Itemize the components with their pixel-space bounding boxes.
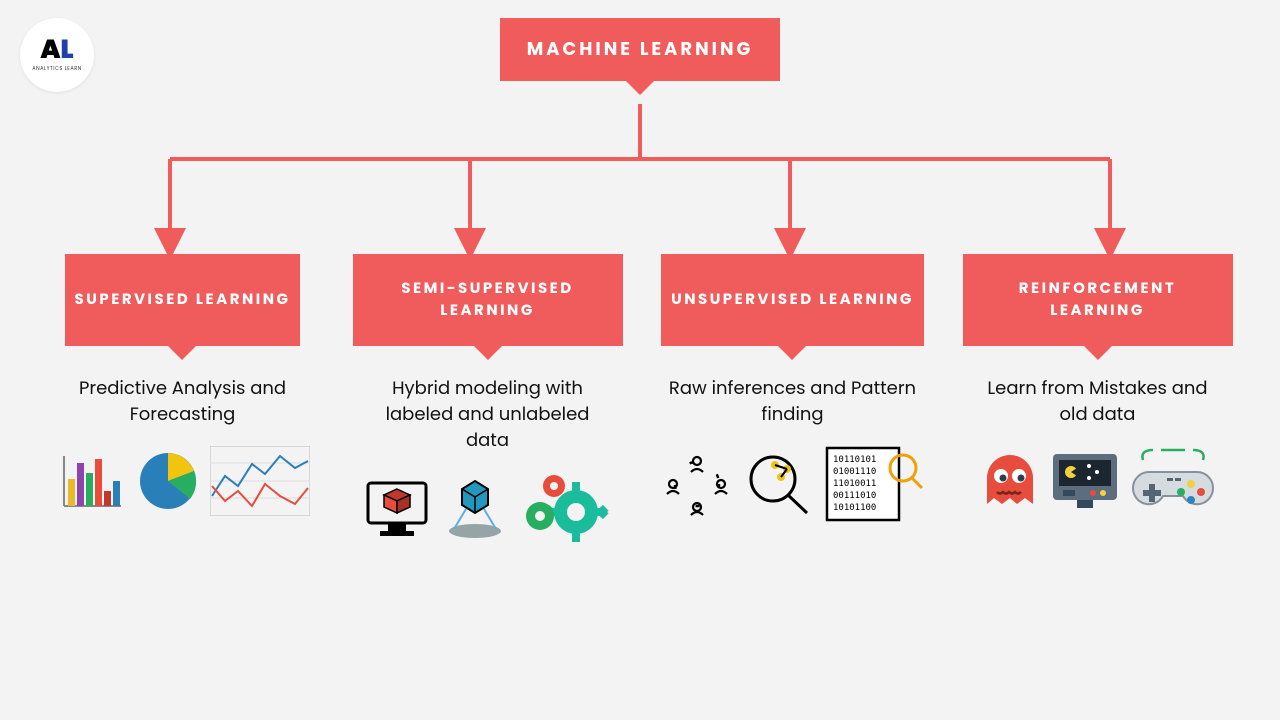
- child-col-supervised: SUPERVISED LEARNING Predictive Analysis …: [48, 254, 318, 544]
- child-box-semi: SEMI-SUPERVISED LEARNING: [353, 254, 623, 346]
- root-node: MACHINE LEARNING: [500, 18, 780, 81]
- child-box-supervised: SUPERVISED LEARNING: [65, 254, 301, 346]
- child-icons: [56, 446, 310, 516]
- gamepad-icon: [1131, 446, 1215, 516]
- svg-text:10101100: 10101100: [833, 503, 876, 513]
- svg-text:00111010: 00111010: [833, 491, 876, 501]
- gears-icon: [518, 472, 614, 544]
- tree-connector: [0, 104, 1280, 254]
- child-col-unsupervised: UNSUPERVISED LEARNING Raw inferences and…: [658, 254, 928, 544]
- child-desc: Hybrid modeling with labeled and unlabel…: [353, 376, 623, 454]
- hologram-icon: [442, 475, 508, 541]
- scatter-lens-icon: [743, 451, 815, 517]
- child-box-reinforcement: REINFORCEMENT LEARNING: [963, 254, 1233, 346]
- ghost-icon: [981, 450, 1039, 512]
- line-chart-icon: [210, 446, 310, 516]
- child-desc: Learn from Mistakes and old data: [963, 376, 1233, 428]
- child-col-reinforcement: REINFORCEMENT LEARNING Learn from Mistak…: [963, 254, 1233, 544]
- child-icons: 10110101 01001110 11010011 00111010 1010…: [661, 446, 925, 522]
- svg-text:11010011: 11010011: [833, 479, 876, 489]
- logo-subtext: ANALYTICS LEARN: [32, 65, 82, 73]
- pie-chart-icon: [136, 449, 200, 513]
- child-desc: Predictive Analysis and Forecasting: [48, 376, 318, 428]
- logo-letters: AL: [40, 37, 73, 63]
- child-label: UNSUPERVISED LEARNING: [671, 289, 914, 312]
- child-icons: [981, 446, 1215, 516]
- children-row: SUPERVISED LEARNING Predictive Analysis …: [0, 254, 1280, 544]
- child-box-unsupervised: UNSUPERVISED LEARNING: [661, 254, 924, 346]
- cube-monitor-icon: [362, 477, 432, 539]
- child-col-semi: SEMI-SUPERVISED LEARNING Hybrid modeling…: [353, 254, 623, 544]
- child-label: SUPERVISED LEARNING: [75, 289, 291, 312]
- root-label: MACHINE LEARNING: [527, 37, 754, 62]
- brand-logo: AL ANALYTICS LEARN: [20, 18, 94, 92]
- child-label: REINFORCEMENT LEARNING: [973, 278, 1223, 323]
- svg-text:10110101: 10110101: [833, 455, 876, 465]
- logo-letter-a: A: [40, 32, 60, 68]
- child-label: SEMI-SUPERVISED LEARNING: [363, 278, 613, 323]
- binary-matrix-icon: 10110101 01001110 11010011 00111010 1010…: [825, 446, 925, 522]
- bar-chart-icon: [56, 451, 126, 511]
- arcade-icon: [1049, 450, 1121, 512]
- logo-letter-l: L: [60, 32, 73, 68]
- people-network-icon: [661, 452, 733, 516]
- root-box: MACHINE LEARNING: [500, 18, 780, 81]
- svg-text:01001110: 01001110: [833, 467, 876, 477]
- child-icons: [362, 472, 614, 544]
- child-desc: Raw inferences and Pattern finding: [658, 376, 928, 428]
